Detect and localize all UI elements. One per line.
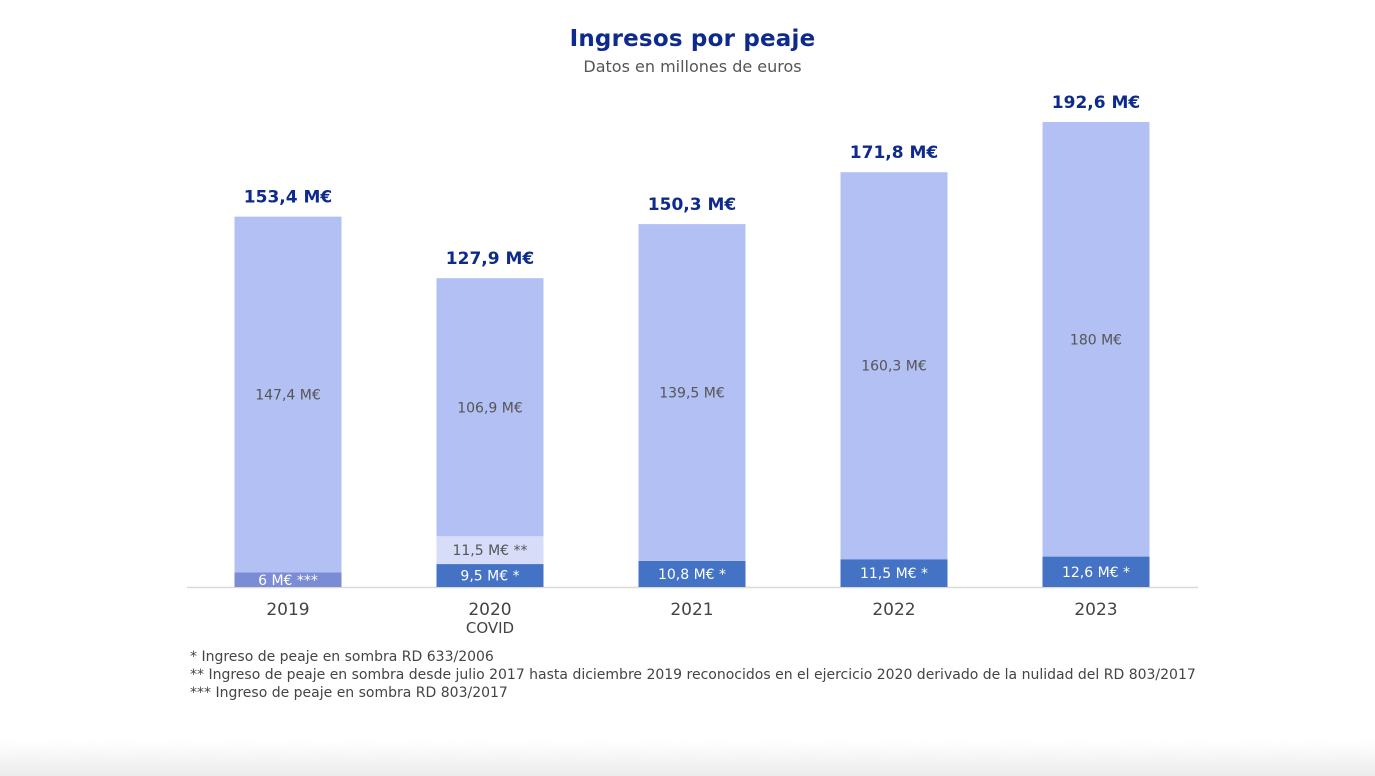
total-label-2020: 127,9 M€ [446,249,534,269]
segment-label-2019-1: 6 M€ *** [258,573,318,589]
bar-segment-2021-2 [638,224,746,561]
total-label-2023: 192,6 M€ [1052,93,1140,113]
bar-segment-2023-1 [1042,556,1150,587]
x-tick-label-2022: 2022 [872,600,915,620]
segment-label-2020-2: 11,5 M€ ** [452,543,527,559]
x-tick-label-2021: 2021 [670,600,713,620]
segment-label-2019-2: 147,4 M€ [255,388,321,404]
bar-segment-2020-1 [436,564,544,587]
total-label-2021: 150,3 M€ [648,195,736,215]
footnote-3: *** Ingreso de peaje en sombra RD 803/20… [190,685,508,701]
total-label-2022: 171,8 M€ [850,143,938,163]
footnote-2: ** Ingreso de peaje en sombra desde juli… [190,667,1196,683]
footnotes: * Ingreso de peaje en sombra RD 633/2006… [190,648,1196,702]
chart-title: Ingresos por peaje [569,26,816,52]
bar-segment-2021-1 [638,560,746,587]
bar-segment-2023-2 [1042,122,1150,557]
segment-label-2023-1: 12,6 M€ * [1062,565,1130,581]
x-tick-label-2019: 2019 [266,600,309,620]
bar-segment-2019-1 [234,572,342,587]
segment-label-2022-2: 160,3 M€ [861,359,927,375]
segment-label-2023-2: 180 M€ [1070,332,1122,348]
stacked-bar-chart: 6 M€ *** 147,4 M€ 153,4 M€ 2019 9,5 M€ * 11,5… [187,93,1198,637]
bar-segment-2020-3 [436,278,544,537]
bar-segment-2020-2 [436,536,544,565]
segment-label-2021-1: 10,8 M€ * [658,567,726,583]
total-label-2019: 153,4 M€ [244,188,332,208]
segment-label-2021-2: 139,5 M€ [659,386,725,402]
bar-segment-2019-2 [234,216,342,573]
bar-segment-2022-2 [840,172,948,560]
segment-label-2020-1: 9,5 M€ * [460,569,519,585]
chart-subtitle: Datos en millones de euros [583,57,802,76]
footnote-1: * Ingreso de peaje en sombra RD 633/2006 [190,649,494,665]
segment-label-2020-3: 106,9 M€ [457,400,523,416]
x-tick-sublabel-2020: COVID [466,619,514,637]
x-tick-label-2023: 2023 [1074,600,1117,620]
bar-segment-2022-1 [840,559,948,587]
segment-label-2022-1: 11,5 M€ * [860,566,928,582]
x-tick-label-2020: 2020 [468,600,511,620]
